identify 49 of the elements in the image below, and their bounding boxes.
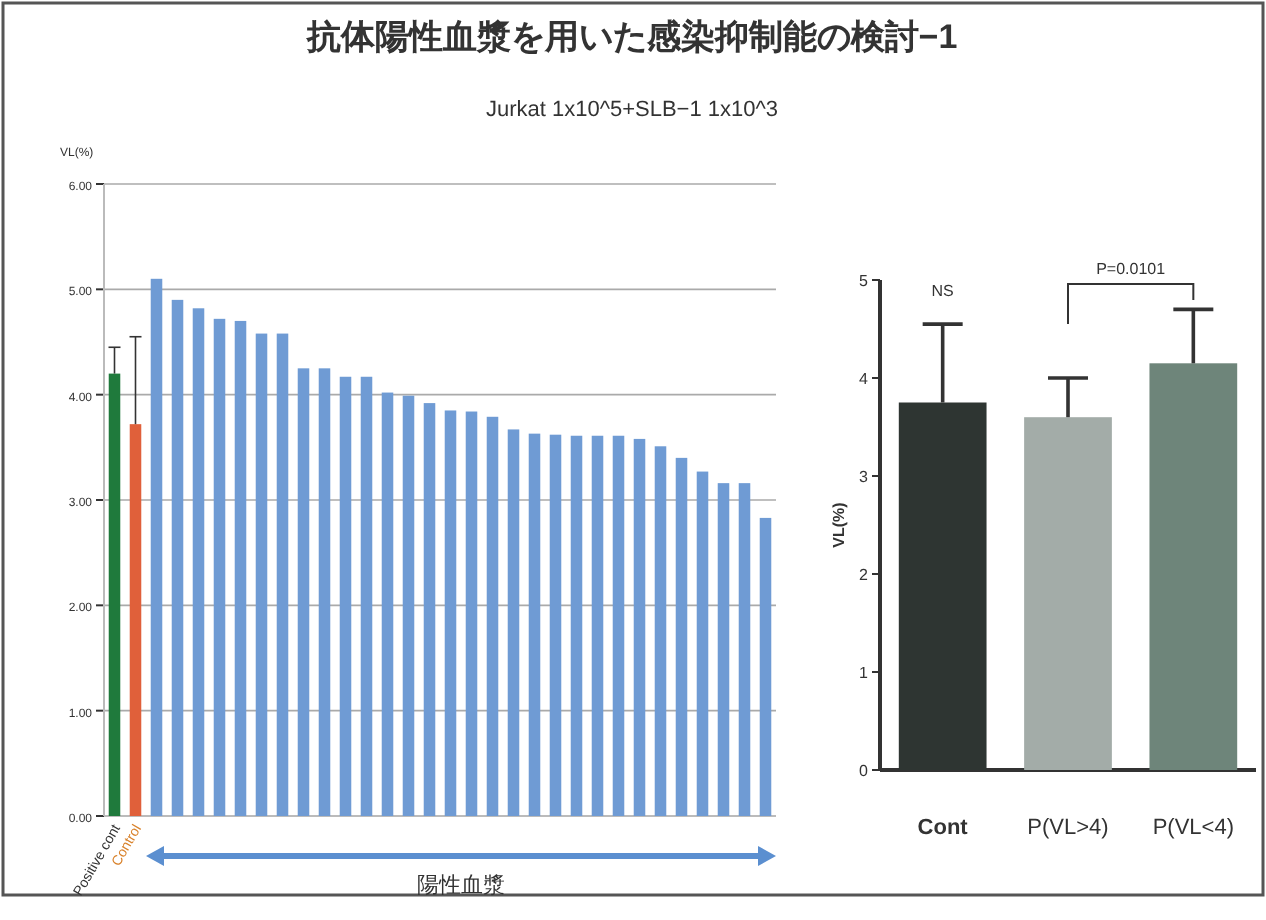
bar [612, 435, 625, 816]
annotation: NS [931, 282, 954, 301]
text: P=0.0101 [1096, 260, 1167, 278]
bar [717, 483, 730, 816]
bar [213, 318, 226, 816]
x-tick-label: P(VL>4) [1027, 816, 1109, 840]
bar [507, 429, 520, 816]
x-tick-label: P(VL<4) [1152, 816, 1235, 840]
bar [738, 483, 751, 816]
bar [696, 471, 709, 816]
bar [360, 376, 373, 816]
bar [318, 368, 331, 816]
bar [129, 424, 142, 816]
bar [297, 368, 310, 816]
bar [759, 517, 772, 816]
bar [570, 435, 583, 816]
y-tick-label: 1 [859, 664, 870, 682]
bar [633, 438, 646, 816]
bar [1024, 417, 1112, 770]
bar [423, 403, 436, 816]
x-tick-label: Cont [917, 816, 969, 840]
bar [549, 434, 562, 816]
bar [675, 457, 688, 816]
bar [654, 446, 667, 816]
bar [150, 278, 163, 816]
y-axis-title: VL(%) [830, 501, 848, 548]
bar [381, 392, 394, 816]
bar [255, 333, 268, 816]
bar [276, 333, 289, 816]
bar [528, 433, 541, 816]
y-tick-label: 0 [859, 762, 870, 780]
bar [486, 416, 499, 816]
y-tick-label: 2 [859, 566, 870, 584]
bar [171, 299, 184, 816]
bar [234, 320, 247, 816]
bar [1149, 363, 1238, 770]
y-tick-label: 4 [859, 370, 870, 388]
bar [465, 411, 478, 816]
y-tick-label: 5 [859, 272, 870, 290]
bar [339, 376, 352, 816]
chart-title: 抗体陽性血漿を用いた感染抑制能の検討−1 [304, 18, 958, 56]
chart-subtitle: Jurkat 1x10^5+SLB−1 1x10^3 [485, 98, 779, 122]
bar [192, 308, 205, 816]
bar [402, 395, 415, 816]
bar [591, 435, 604, 816]
y-tick-label: 3 [859, 468, 870, 486]
text: 陽性血漿 [417, 872, 505, 898]
bar [108, 373, 121, 816]
bar [444, 410, 457, 816]
